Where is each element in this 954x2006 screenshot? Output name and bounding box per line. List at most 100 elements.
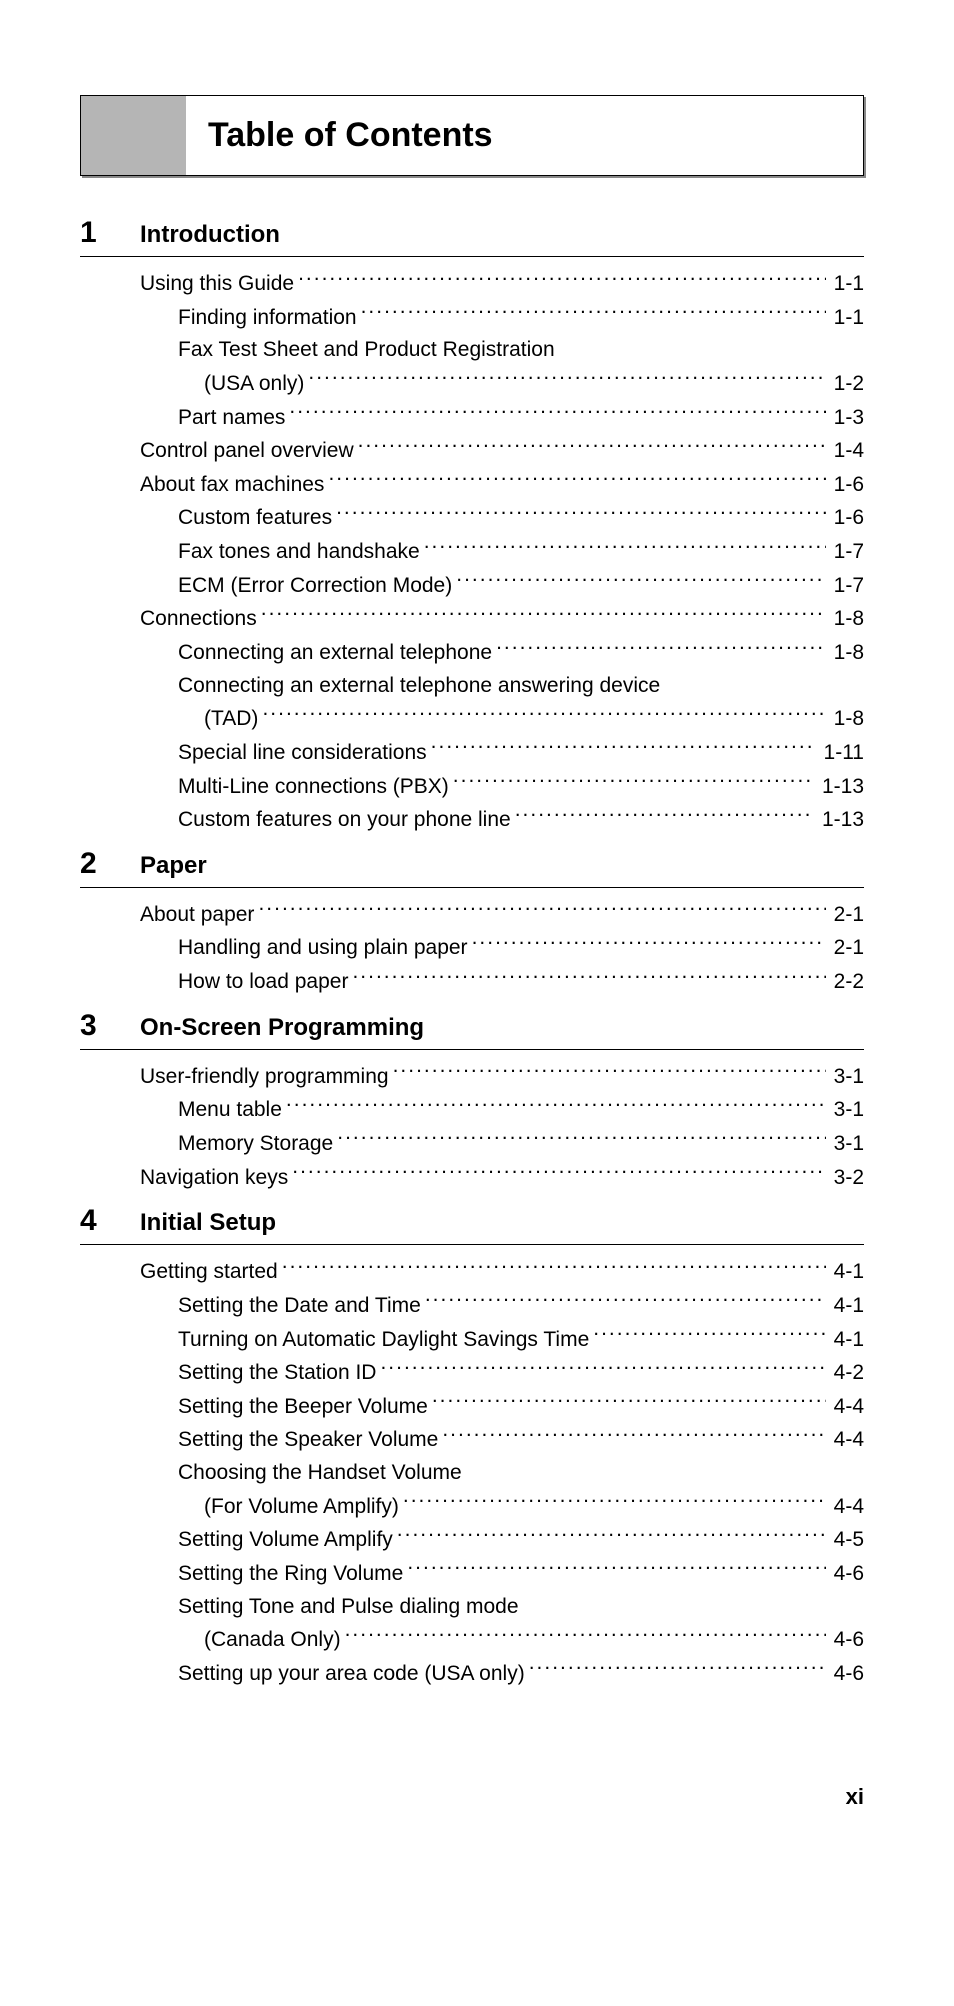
toc-page-ref: 1-1 [830,302,864,335]
toc-leader-dots [397,1523,826,1546]
chapter: 3On-Screen Programming User-friendly prog… [80,1009,864,1195]
toc-entry: Setting up your area code (USA only)4-6 [140,1657,864,1691]
toc-leader-dots [407,1557,825,1580]
toc-page-ref: 2-2 [830,966,864,999]
chapter-head: 1Introduction [80,216,864,257]
title-bar: Table of Contents [80,95,864,176]
toc-entry: Handling and using plain paper2-1 [140,931,864,965]
toc-label: User-friendly programming [140,1061,389,1094]
toc-label: Custom features on your phone line [178,804,511,837]
toc-leader-dots [496,636,826,659]
toc-entry: Navigation keys 3-2 [140,1161,864,1195]
toc-leader-dots [352,965,825,988]
toc-leader-dots [432,1390,826,1413]
toc-entry: Part names 1-3 [140,400,864,434]
chapter: 4Initial Setup Getting started4-1Setting … [80,1204,864,1690]
toc-label: Setting the Station ID [178,1357,376,1390]
toc-leader-dots [337,1127,825,1150]
toc-page-ref: 4-1 [830,1290,864,1323]
toc-page-ref: 2-1 [830,899,864,932]
toc-page-ref: 3-1 [830,1128,864,1161]
toc-label: Setting the Speaker Volume [178,1424,438,1457]
toc-leader-dots [453,769,814,792]
toc-page-ref: 1-8 [830,637,864,670]
toc-leader-dots [361,301,826,324]
chapter-entries: Getting started4-1Setting the Date and T… [80,1255,864,1690]
chapter-number: 1 [80,216,140,250]
toc-entry: Fax tones and handshake1-7 [140,535,864,569]
toc-label: Connections [140,603,257,636]
toc-page-ref: 1-7 [830,570,864,603]
toc-page-ref: 3-2 [830,1162,864,1195]
toc-leader-dots [431,736,816,759]
toc-leader-dots [261,602,826,625]
toc-page-ref: 1-13 [818,804,864,837]
toc-leader-dots [403,1490,826,1513]
toc-label: Fax tones and handshake [178,536,420,569]
toc-entry: How to load paper2-2 [140,965,864,999]
toc-entry: Multi-Line connections (PBX)1-13 [140,769,864,803]
toc-page-ref: 3-1 [830,1061,864,1094]
toc-leader-dots [593,1322,825,1345]
toc-entry: Setting the Ring Volume 4-6 [140,1557,864,1591]
chapter-number: 2 [80,847,140,881]
toc-leader-dots [424,535,826,558]
toc-entry: Connecting an external telephone 1-8 [140,636,864,670]
toc-label: Setting the Ring Volume [178,1558,403,1591]
chapter-head: 3On-Screen Programming [80,1009,864,1050]
toc-label: Navigation keys [140,1162,288,1195]
toc-page-ref: 4-1 [830,1324,864,1357]
toc-label: Finding information [178,302,357,335]
toc-page-ref: 2-1 [830,932,864,965]
toc-entry: Connections 1-8 [140,602,864,636]
toc-label-cont: (Canada Only) [204,1624,341,1657]
chapter: 2Paper About paper 2-1Handling and using p… [80,847,864,999]
toc-entry: Using this Guide1-1 [140,267,864,301]
chapter-title: Initial Setup [140,1209,276,1237]
toc-entry: Connecting an external telephone answeri… [140,670,864,703]
page-title: Table of Contents [186,96,863,175]
chapter-head: 4Initial Setup [80,1204,864,1245]
toc-leader-dots [442,1423,825,1446]
toc-page-ref: 4-4 [830,1424,864,1457]
toc-label: Connecting an external telephone answeri… [178,670,660,703]
toc-entry: Memory Storage3-1 [140,1127,864,1161]
toc-leader-dots [298,267,826,290]
toc-entry: About paper 2-1 [140,898,864,932]
toc-entry: Finding information 1-1 [140,301,864,335]
toc-entry: Custom features 1-6 [140,501,864,535]
toc-label: ECM (Error Correction Mode) [178,570,452,603]
toc-label: Turning on Automatic Daylight Savings Ti… [178,1324,589,1357]
toc-label: Setting the Beeper Volume [178,1391,428,1424]
toc-leader-dots [336,501,826,524]
toc-label: Connecting an external telephone [178,637,492,670]
toc-leader-dots [345,1623,826,1646]
toc-label: Custom features [178,502,332,535]
toc-page-ref: 1-6 [830,502,864,535]
toc-entry: Custom features on your phone line 1-13 [140,803,864,837]
chapter-head: 2Paper [80,847,864,888]
toc-leader-dots [456,569,825,592]
toc-leader-dots [289,400,825,423]
chapter-entries: User-friendly programming 3-1Menu table3-… [80,1060,864,1195]
toc-page-ref: 1-3 [830,402,864,435]
title-accent-block [81,96,186,175]
toc-page-ref: 1-1 [830,268,864,301]
toc-page-ref: 4-6 [830,1624,864,1657]
toc-label: Part names [178,402,285,435]
toc-page-ref: 1-8 [830,603,864,636]
toc-entry: Menu table3-1 [140,1093,864,1127]
chapter-number: 3 [80,1009,140,1043]
toc-entry: ECM (Error Correction Mode) 1-7 [140,569,864,603]
page-number: xi [846,1784,864,1810]
toc-page-ref: 1-13 [818,771,864,804]
toc-leader-dots [472,931,826,954]
toc-page-ref: 4-4 [830,1391,864,1424]
toc-page-ref: 4-6 [830,1558,864,1591]
toc-label: About paper [140,899,254,932]
toc-label: Fax Test Sheet and Product Registration [178,334,555,367]
toc-entry: Choosing the Handset Volume [140,1457,864,1490]
toc-entry: Setting Tone and Pulse dialing mode [140,1591,864,1624]
toc-page-ref: 1-6 [830,469,864,502]
toc-entry: Setting Volume Amplify4-5 [140,1523,864,1557]
